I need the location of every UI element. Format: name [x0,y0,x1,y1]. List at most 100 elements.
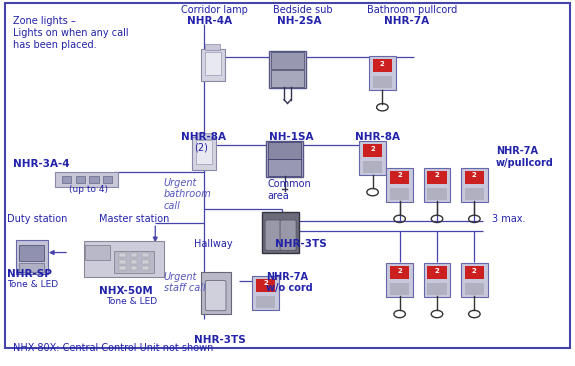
FancyBboxPatch shape [84,241,163,277]
FancyBboxPatch shape [465,171,484,184]
Text: 2: 2 [472,268,477,274]
Text: NHR-8A: NHR-8A [181,132,226,142]
FancyBboxPatch shape [386,263,413,297]
Text: Urgent
bathroom
call: Urgent bathroom call [164,178,212,211]
FancyBboxPatch shape [427,283,447,295]
Text: Tone & LED: Tone & LED [7,280,58,289]
Text: NHR-7A: NHR-7A [384,16,429,26]
FancyBboxPatch shape [271,52,304,69]
FancyBboxPatch shape [390,171,409,184]
FancyBboxPatch shape [119,266,126,270]
FancyBboxPatch shape [205,280,226,311]
FancyBboxPatch shape [359,141,386,175]
Text: Bedside sub: Bedside sub [273,5,333,15]
FancyBboxPatch shape [197,133,212,139]
Text: NHR-3TS: NHR-3TS [194,335,246,345]
Text: NHR-8A: NHR-8A [355,132,400,142]
Text: NH-2SA: NH-2SA [277,16,321,26]
FancyBboxPatch shape [390,283,409,295]
FancyBboxPatch shape [424,168,450,202]
FancyBboxPatch shape [262,212,299,253]
FancyBboxPatch shape [196,140,212,164]
Text: 2: 2 [397,268,402,274]
FancyBboxPatch shape [142,260,149,264]
FancyBboxPatch shape [373,59,392,72]
FancyBboxPatch shape [427,171,447,184]
Text: Duty station: Duty station [7,214,67,224]
Text: 3 max.: 3 max. [492,214,525,224]
Text: 2: 2 [435,268,439,274]
Text: NHR-3TS: NHR-3TS [275,239,327,249]
FancyBboxPatch shape [86,245,110,260]
FancyBboxPatch shape [192,138,216,170]
FancyBboxPatch shape [90,176,99,183]
FancyBboxPatch shape [427,188,447,200]
Text: (2): (2) [194,143,208,153]
Text: Zone lights –
Lights on when any call
has been placed.: Zone lights – Lights on when any call ha… [13,16,128,50]
Text: Hallway: Hallway [194,239,233,249]
Text: NHX-80X: Central Control Unit not shown: NHX-80X: Central Control Unit not shown [13,343,213,353]
FancyBboxPatch shape [465,188,484,200]
Text: 2: 2 [472,172,477,179]
FancyBboxPatch shape [427,266,447,279]
Text: 2: 2 [397,172,402,179]
FancyBboxPatch shape [265,220,281,250]
FancyBboxPatch shape [256,279,275,292]
FancyBboxPatch shape [205,44,220,51]
Text: 2: 2 [435,172,439,179]
FancyBboxPatch shape [252,276,279,310]
FancyBboxPatch shape [461,263,488,297]
FancyBboxPatch shape [424,263,450,297]
Text: NHR-7A
w/o cord: NHR-7A w/o cord [266,272,312,293]
Text: Master station: Master station [99,214,169,224]
FancyBboxPatch shape [266,141,303,177]
FancyBboxPatch shape [268,159,301,176]
Text: Tone & LED: Tone & LED [106,297,158,306]
Text: 2: 2 [370,146,375,152]
FancyBboxPatch shape [363,161,382,173]
Text: Common
area: Common area [267,179,311,201]
FancyBboxPatch shape [119,260,126,264]
FancyBboxPatch shape [142,253,149,257]
Text: NHR-7A
w/pullcord: NHR-7A w/pullcord [496,146,554,168]
FancyBboxPatch shape [119,253,126,257]
FancyBboxPatch shape [461,168,488,202]
Text: NHR-3A-4: NHR-3A-4 [13,159,69,169]
FancyBboxPatch shape [104,176,113,183]
FancyBboxPatch shape [269,51,306,87]
Text: NHX-50M: NHX-50M [99,286,152,296]
FancyBboxPatch shape [280,220,296,250]
FancyBboxPatch shape [19,245,44,261]
Text: 2: 2 [380,61,385,67]
FancyBboxPatch shape [114,251,154,273]
FancyBboxPatch shape [76,176,85,183]
FancyBboxPatch shape [131,260,137,264]
Text: Bathroom pullcord: Bathroom pullcord [367,5,457,15]
FancyBboxPatch shape [19,263,44,272]
FancyBboxPatch shape [62,176,71,183]
Text: Urgent
staff call: Urgent staff call [164,272,206,293]
Text: NH-1SA: NH-1SA [269,132,313,142]
FancyBboxPatch shape [386,168,413,202]
FancyBboxPatch shape [55,172,118,187]
FancyBboxPatch shape [131,266,137,270]
FancyBboxPatch shape [271,70,304,87]
FancyBboxPatch shape [390,266,409,279]
Text: NHR-SP: NHR-SP [7,269,52,279]
FancyBboxPatch shape [465,283,484,295]
FancyBboxPatch shape [142,266,149,270]
FancyBboxPatch shape [205,52,221,75]
FancyBboxPatch shape [256,296,275,308]
FancyBboxPatch shape [268,142,301,159]
Text: (up to 4): (up to 4) [69,185,108,194]
FancyBboxPatch shape [201,49,225,82]
Text: NHR-4A: NHR-4A [187,16,232,26]
Text: 2: 2 [263,280,268,287]
FancyBboxPatch shape [390,188,409,200]
FancyBboxPatch shape [201,272,231,314]
FancyBboxPatch shape [465,266,484,279]
FancyBboxPatch shape [363,144,382,157]
Text: Corridor lamp: Corridor lamp [181,5,248,15]
FancyBboxPatch shape [369,56,396,90]
FancyBboxPatch shape [373,76,392,88]
